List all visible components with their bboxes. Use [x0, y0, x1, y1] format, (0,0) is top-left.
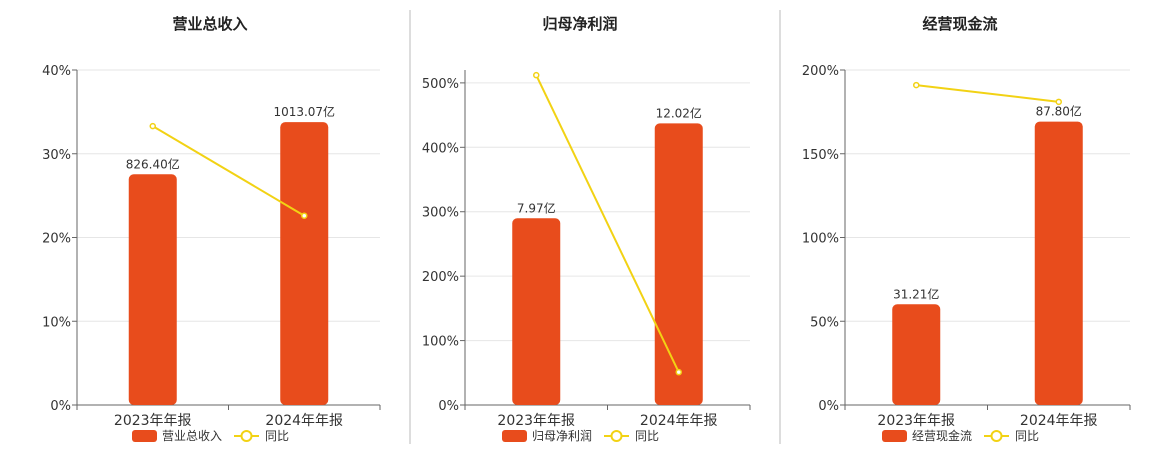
y-tick-label: 50% — [810, 315, 839, 330]
y-tick-label: 200% — [802, 64, 839, 79]
y-tick-label: 400% — [422, 141, 459, 156]
x-tick-label: 2023年年报 — [114, 413, 192, 429]
bar — [280, 122, 329, 405]
yoy-line — [916, 84, 1059, 103]
x-tick-label: 2024年年报 — [1020, 413, 1098, 429]
yoy-line — [535, 74, 680, 373]
chart-title: 营业总收入 — [172, 15, 247, 33]
bar — [128, 174, 177, 405]
legend-line-marker — [990, 430, 1003, 442]
x-tick-label: 2023年年报 — [497, 413, 575, 429]
y-tick-label: 200% — [422, 270, 459, 285]
legend-bar-label: 营业总收入 — [162, 429, 222, 443]
legend-line-marker — [240, 430, 253, 442]
bar-data-label: 87.80亿 — [1036, 104, 1082, 119]
legend-bar-label: 经营现金流 — [912, 428, 972, 443]
yoy-point — [913, 81, 920, 89]
yoy-point — [301, 212, 308, 219]
legend-bar-swatch — [502, 430, 527, 442]
x-tick-label: 2024年年报 — [265, 413, 343, 429]
yoy-line — [152, 125, 305, 217]
x-tick-label: 2024年年报 — [640, 413, 718, 429]
legend-bar-swatch — [882, 430, 907, 442]
y-tick-label: 100% — [802, 232, 839, 247]
bar — [1034, 121, 1083, 406]
legend-bar-label: 归母净利润 — [532, 429, 592, 443]
y-tick-label: 300% — [422, 206, 459, 221]
y-tick-label: 150% — [802, 148, 839, 163]
bar — [654, 123, 703, 405]
y-tick-label: 100% — [422, 335, 459, 350]
y-tick-label: 0% — [438, 399, 459, 414]
chart-title: 归母净利润 — [542, 15, 617, 33]
bar-data-label: 826.40亿 — [126, 156, 180, 171]
x-tick-label: 2023年年报 — [877, 413, 955, 429]
legend-bar-swatch — [132, 430, 157, 442]
legend-line-label: 同比 — [265, 429, 289, 443]
legend-line-marker — [610, 430, 623, 442]
bar — [512, 218, 561, 405]
y-tick-label: 0% — [818, 399, 839, 414]
legend-line-label: 同比 — [635, 429, 659, 443]
chart-title: 经营现金流 — [922, 15, 997, 33]
y-tick-label: 40% — [42, 64, 71, 79]
bar-data-label: 12.02亿 — [656, 105, 702, 120]
yoy-point — [1055, 98, 1062, 106]
y-tick-label: 20% — [42, 232, 71, 247]
yoy-point — [149, 122, 156, 130]
y-tick-label: 30% — [42, 148, 71, 163]
y-tick-label: 10% — [42, 315, 71, 330]
yoy-point — [533, 71, 540, 79]
bar-data-label: 31.21亿 — [893, 286, 939, 301]
bar — [892, 304, 941, 405]
yoy-point — [675, 368, 682, 376]
y-tick-label: 500% — [422, 77, 459, 92]
y-tick-label: 0% — [50, 399, 71, 414]
legend-line-label: 同比 — [1015, 429, 1039, 443]
bar-data-label: 1013.07亿 — [273, 104, 335, 119]
bar-data-label: 7.97亿 — [517, 200, 556, 215]
